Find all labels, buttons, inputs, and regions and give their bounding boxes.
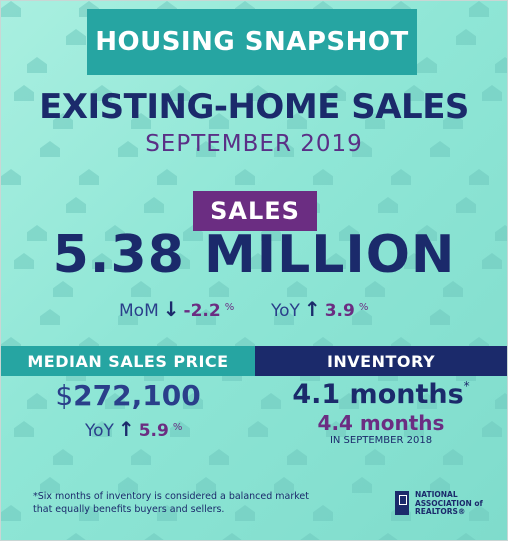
house-icon [14,421,34,437]
mom-label: MoM [119,301,159,321]
yoy-label: YoY [271,301,300,321]
inventory-header: INVENTORY [255,346,507,376]
house-icon [1,505,21,521]
median-price-header-label: MEDIAN SALES PRICE [27,351,229,371]
house-icon [469,1,489,17]
house-icon [209,449,229,465]
house-icon [313,169,333,185]
house-icon [443,449,463,465]
realtor-r-icon [395,491,409,515]
inventory-prior: 4.4 months [317,411,445,435]
price-yoy-label: YoY [85,421,114,441]
house-icon [456,533,476,540]
house-icon [144,533,164,540]
house-icon [313,505,333,521]
sales-value: 5.38 MILLION [52,225,456,285]
inventory-current: 4.1 months* [255,379,507,410]
house-icon [144,197,164,213]
house-icon [456,197,476,213]
median-price-value: $272,100 [1,379,255,412]
inventory-prior-note: IN SEPTEMBER 2018 [329,435,433,446]
house-icon [456,29,476,45]
house-icon [222,533,242,540]
house-icon [79,169,99,185]
page-title: EXISTING-HOME SALES [39,87,469,127]
price-yoy-value: 5.9 [138,421,169,441]
mom-unit: % [224,302,235,313]
asterisk: * [463,379,470,393]
logo-line-1: NATIONAL [415,490,458,499]
snapshot-label: HOUSING SNAPSHOT [95,27,409,57]
inventory-header-label: INVENTORY [326,351,436,371]
price-yoy-unit: % [172,422,183,433]
arrow-up-icon: ↑ [303,297,321,321]
realtors-logo: NATIONAL ASSOCIATION of REALTORS® [395,490,483,517]
house-icon [300,533,320,540]
house-icon [495,57,507,73]
sales-tag-label: SALES [210,197,300,225]
yoy-value: 3.9 [324,301,355,321]
house-icon [1,1,21,17]
logo-line-2: ASSOCIATION of [415,498,483,508]
logo-line-3: REALTORS® [415,507,466,516]
house-icon [66,533,86,540]
house-icon [157,169,177,185]
mom-value: -2.2 [183,301,221,321]
house-icon [287,449,307,465]
house-icon [469,169,489,185]
arrow-down-icon: ↓ [162,297,180,321]
currency-symbol: $ [55,379,74,412]
inventory-current-value: 4.1 months [292,379,464,410]
house-icon [1,169,21,185]
sales-yoy: YoY ↑ 3.9 % [271,297,368,321]
house-icon [365,449,385,465]
house-icon [391,169,411,185]
house-icon [40,309,60,325]
sales-mom: MoM ↓ -2.2 % [119,297,234,321]
price-amount: 272,100 [73,379,201,412]
report-date: SEPTEMBER 2019 [145,131,363,157]
house-icon [378,533,398,540]
house-icon [131,449,151,465]
house-icon [430,309,450,325]
house-icon [66,197,86,213]
yoy-unit: % [358,302,369,313]
house-icon [352,477,372,493]
snapshot-banner: HOUSING SNAPSHOT [87,9,417,75]
price-yoy: YoY ↑ 5.9 % [85,417,182,441]
house-icon [53,449,73,465]
footnote: *Six months of inventory is considered a… [33,491,310,515]
house-icon [378,197,398,213]
median-price-header: MEDIAN SALES PRICE [1,346,255,376]
house-icon [235,169,255,185]
house-icon [417,57,437,73]
house-icon [66,29,86,45]
sales-tag: SALES [193,191,317,231]
house-icon [27,57,47,73]
arrow-up-icon: ↑ [117,417,135,441]
